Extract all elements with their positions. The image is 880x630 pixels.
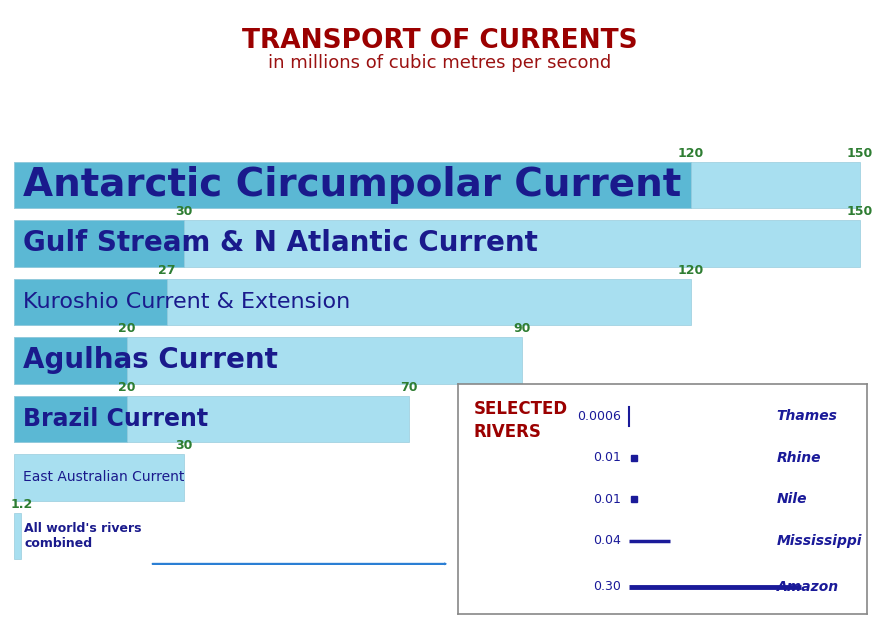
Text: SELECTED
RIVERS: SELECTED RIVERS [474,401,568,440]
Text: 90: 90 [513,323,531,335]
Text: 70: 70 [400,381,418,394]
FancyBboxPatch shape [14,278,166,325]
FancyBboxPatch shape [14,396,128,442]
FancyBboxPatch shape [14,396,409,442]
Text: 150: 150 [847,147,873,160]
FancyBboxPatch shape [14,337,128,384]
Text: Antarctic Circumpolar Current: Antarctic Circumpolar Current [23,166,681,204]
Text: 0.04: 0.04 [593,534,621,547]
Text: 0.01: 0.01 [593,493,621,506]
FancyBboxPatch shape [14,220,184,267]
Text: 27: 27 [158,264,175,277]
Text: in millions of cubic metres per second: in millions of cubic metres per second [268,54,612,72]
Text: 20: 20 [119,323,136,335]
Text: 0.30: 0.30 [593,580,621,593]
Text: 150: 150 [847,205,873,218]
FancyBboxPatch shape [14,161,691,209]
Text: 30: 30 [175,439,192,452]
Text: TRANSPORT OF CURRENTS: TRANSPORT OF CURRENTS [242,28,638,54]
Text: Brazil Current: Brazil Current [23,407,208,431]
Text: 120: 120 [678,147,704,160]
Text: Mississippi: Mississippi [777,534,862,547]
Text: 30: 30 [175,205,192,218]
FancyBboxPatch shape [14,278,691,325]
Text: Amazon: Amazon [777,580,839,593]
FancyBboxPatch shape [14,220,860,267]
Text: Gulf Stream & N Atlantic Current: Gulf Stream & N Atlantic Current [23,229,538,258]
Text: 0.0006: 0.0006 [577,410,621,423]
Text: All world's rivers
combined: All world's rivers combined [24,522,142,550]
Text: Agulhas Current: Agulhas Current [23,346,278,374]
Text: 120: 120 [678,264,704,277]
FancyBboxPatch shape [14,454,184,501]
Text: 0.01: 0.01 [593,451,621,464]
FancyBboxPatch shape [14,337,522,384]
Text: Kuroshio Current & Extension: Kuroshio Current & Extension [23,292,350,312]
Text: 20: 20 [119,381,136,394]
Text: Thames: Thames [777,410,838,423]
Text: 1.2: 1.2 [10,498,33,511]
Text: Nile: Nile [777,492,807,507]
Text: Rhine: Rhine [777,451,821,465]
FancyBboxPatch shape [14,161,860,209]
FancyBboxPatch shape [14,513,21,559]
Text: East Australian Current: East Australian Current [23,471,184,484]
